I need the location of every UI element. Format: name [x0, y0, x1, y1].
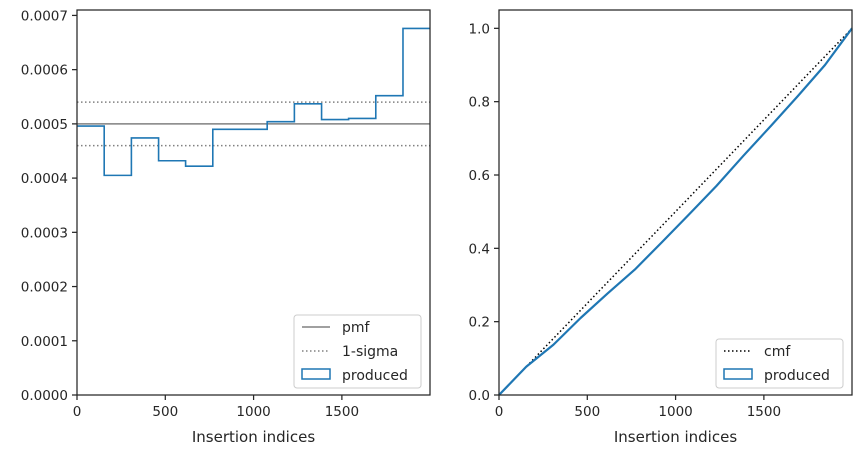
reference-lines-left [77, 101, 430, 147]
x-tick-label: 1000 [658, 404, 692, 420]
legend-cmf-label: cmf [764, 344, 791, 360]
y-tick-label: 0.0004 [21, 171, 68, 187]
y-tick-label: 0.6 [469, 168, 490, 184]
cmf-line [498, 27, 853, 396]
legend-produced-label-right: produced [764, 368, 830, 384]
x-axis-label-right: Insertion indices [614, 428, 737, 446]
x-tick-label: 0 [495, 404, 504, 420]
y-tick-label: 0.0002 [21, 280, 68, 296]
legend-pmf-label: pmf [342, 320, 371, 336]
y-tick-label: 0.0003 [21, 225, 68, 241]
y-ticks-left: 0.0000 0.0001 0.0002 0.0003 0.0004 0.0005 0.00… [21, 8, 77, 404]
y-tick-label: 0.0000 [21, 388, 68, 404]
x-axis-label-left: Insertion indices [192, 428, 315, 446]
x-tick-label: 0 [73, 404, 82, 420]
y-tick-label: 0.2 [469, 315, 490, 331]
legend-produced-label-left: produced [342, 368, 408, 384]
legend-box-right [715, 338, 844, 389]
produced-step-line [77, 27, 430, 177]
series-right [498, 27, 853, 396]
y-tick-label: 0.4 [469, 241, 490, 257]
legend-produced-swatch-right [723, 368, 753, 380]
x-tick-label: 500 [574, 404, 600, 420]
y-tick-label: 0.0005 [21, 117, 68, 133]
y-tick-label: 0.0007 [21, 8, 68, 24]
x-tick-label: 500 [152, 404, 178, 420]
y-tick-label: 0.0 [469, 388, 490, 404]
legend-right: cmf produced [715, 338, 844, 389]
series-left [77, 27, 430, 177]
legend-left: pmf 1-sigma produced [293, 314, 422, 389]
y-tick-label: 1.0 [469, 21, 490, 37]
x-ticks-right: 0 500 1000 1500 [495, 395, 781, 420]
y-ticks-right: 0.0 0.2 0.4 0.6 0.8 1.0 [469, 21, 499, 404]
y-tick-label: 0.0001 [21, 334, 68, 350]
y-tick-label: 0.8 [469, 95, 490, 111]
produced-cumulative-line [498, 27, 853, 396]
x-ticks-left: 0 500 1000 1500 [73, 395, 359, 420]
y-tick-label: 0.0006 [21, 63, 68, 79]
x-tick-label: 1000 [236, 404, 270, 420]
legend-produced-swatch-left [301, 368, 331, 380]
legend-sigma-label: 1-sigma [342, 344, 398, 360]
histogram-panel: 0 500 1000 1500 0.00000.00010.00020.00030.0… [21, 8, 431, 446]
x-tick-label: 1500 [325, 404, 359, 420]
cumulative-panel: 0 500 1000 1500 0.0 0.2 0.4 0.6 0.8 1.0 Insertio… [469, 9, 853, 446]
plot-area-right [499, 10, 852, 395]
x-tick-label: 1500 [747, 404, 781, 420]
